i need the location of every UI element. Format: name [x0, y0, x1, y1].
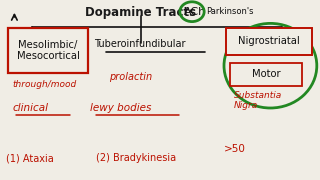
Text: Parkinson's: Parkinson's	[206, 7, 254, 16]
Text: >50: >50	[224, 144, 246, 154]
Text: clinical: clinical	[13, 103, 49, 113]
Text: ACh: ACh	[184, 7, 206, 17]
FancyBboxPatch shape	[230, 63, 302, 86]
Text: Motor: Motor	[252, 69, 281, 79]
Text: lewy bodies: lewy bodies	[90, 103, 151, 113]
Text: through/mood: through/mood	[13, 80, 77, 89]
Text: Tuberoinfundibular: Tuberoinfundibular	[94, 39, 186, 49]
Text: prolactin: prolactin	[109, 72, 152, 82]
Text: Nigrostriatal: Nigrostriatal	[238, 36, 300, 46]
Text: Dopamine Tracts: Dopamine Tracts	[85, 6, 196, 19]
FancyBboxPatch shape	[226, 28, 312, 55]
Text: Mesolimbic/
Mesocortical: Mesolimbic/ Mesocortical	[17, 40, 79, 61]
FancyBboxPatch shape	[8, 28, 88, 73]
Text: (1) Ataxia: (1) Ataxia	[6, 153, 54, 163]
Text: (2) Bradykinesia: (2) Bradykinesia	[96, 153, 176, 163]
Text: Substantia
Nigra: Substantia Nigra	[234, 91, 282, 111]
